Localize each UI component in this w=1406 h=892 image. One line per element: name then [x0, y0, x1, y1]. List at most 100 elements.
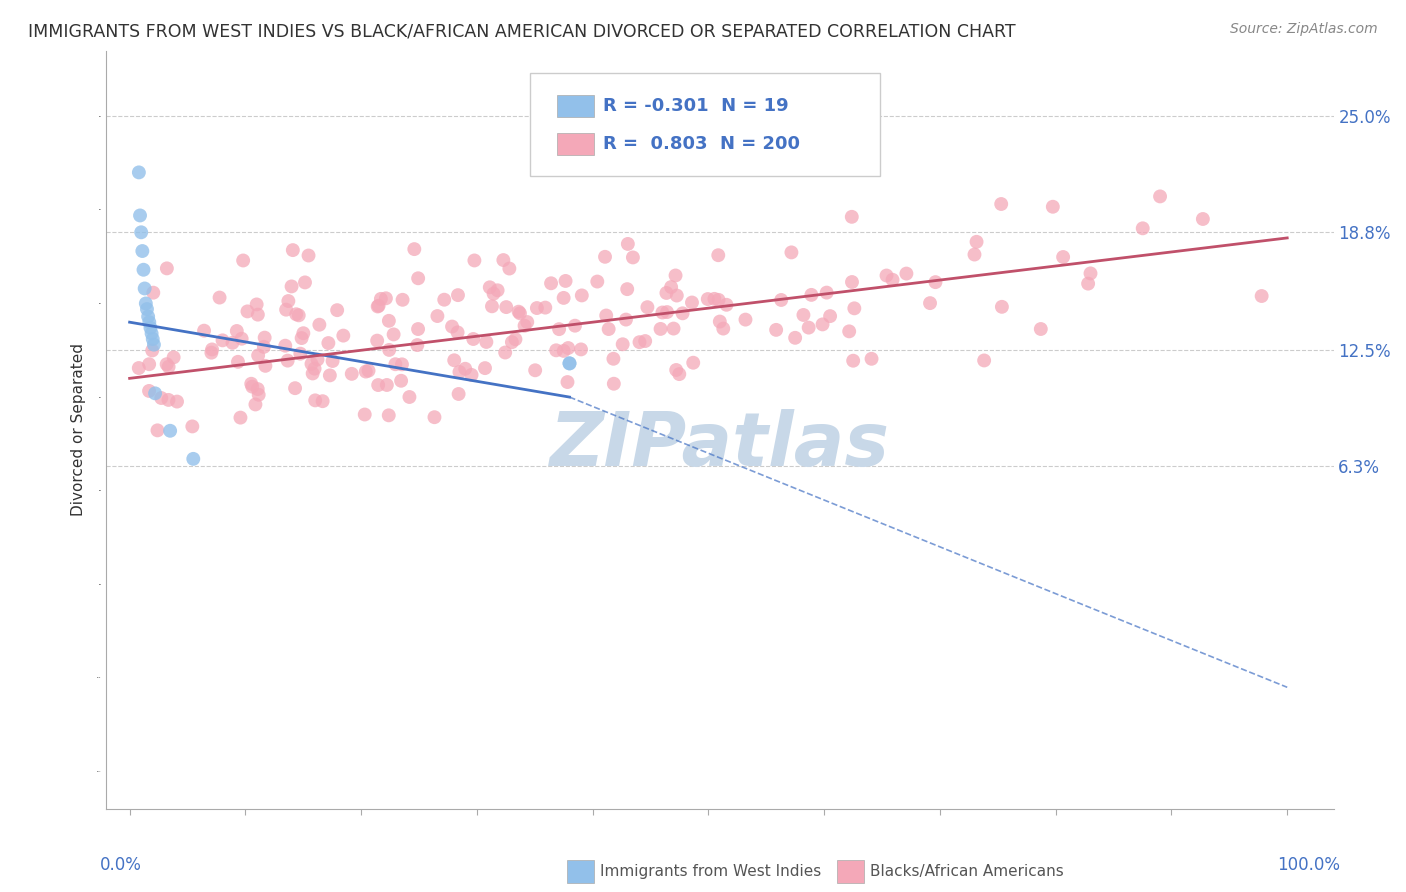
Point — [553, 291, 575, 305]
Point — [240, 379, 263, 393]
Point — [617, 236, 640, 251]
Point — [526, 301, 548, 315]
Point — [516, 315, 538, 329]
Text: ZIPatlas: ZIPatlas — [550, 409, 890, 482]
Point — [290, 347, 312, 361]
Point — [482, 286, 505, 301]
Point — [311, 394, 333, 409]
Point — [253, 340, 276, 354]
Point — [540, 277, 562, 291]
Point — [150, 391, 173, 405]
Point — [707, 293, 730, 307]
Point — [509, 306, 531, 320]
Point — [474, 361, 496, 376]
Point — [308, 318, 330, 332]
Point — [274, 339, 297, 353]
Point — [134, 281, 156, 295]
Point — [367, 378, 389, 392]
Point — [1052, 250, 1074, 264]
Point — [141, 343, 163, 358]
Point — [1149, 189, 1171, 203]
Point — [1192, 212, 1215, 227]
Point — [818, 309, 841, 323]
FancyBboxPatch shape — [530, 73, 880, 176]
Text: R = -0.301  N = 19: R = -0.301 N = 19 — [603, 97, 789, 115]
Point — [391, 293, 413, 307]
Point — [966, 235, 988, 249]
Text: 100.0%: 100.0% — [1277, 856, 1340, 874]
Point — [245, 397, 267, 411]
Point — [287, 309, 309, 323]
Point — [665, 288, 688, 302]
Point — [508, 304, 530, 318]
Point — [696, 292, 718, 306]
Point — [159, 424, 181, 438]
Point — [665, 363, 688, 377]
Point — [1080, 266, 1102, 280]
Point — [614, 312, 637, 326]
Point — [595, 309, 617, 323]
Point — [156, 261, 179, 276]
Point — [304, 361, 326, 376]
Point — [326, 303, 349, 318]
Point — [655, 305, 678, 319]
Point — [546, 343, 568, 358]
Point — [391, 357, 413, 371]
Point — [378, 343, 401, 357]
Point — [973, 353, 995, 368]
Point — [404, 242, 426, 256]
Point — [841, 210, 863, 224]
Point — [141, 326, 163, 341]
Point — [443, 353, 465, 368]
Point — [357, 363, 380, 377]
Point — [374, 291, 396, 305]
Point — [138, 384, 160, 398]
Point — [139, 320, 162, 334]
Point — [734, 312, 756, 326]
Point — [1042, 200, 1064, 214]
Point — [285, 307, 308, 321]
Point — [354, 365, 377, 379]
Point — [441, 319, 464, 334]
Point — [800, 288, 823, 302]
Point — [454, 361, 477, 376]
Point — [157, 392, 180, 407]
Point — [501, 335, 523, 350]
Point — [612, 337, 634, 351]
Point — [367, 300, 389, 314]
Point — [662, 321, 685, 335]
Point — [682, 356, 704, 370]
Point — [797, 320, 820, 334]
Point — [142, 285, 165, 300]
Point — [709, 314, 731, 328]
Point — [240, 376, 263, 391]
Point — [564, 318, 586, 333]
Point — [1250, 289, 1272, 303]
Point — [991, 300, 1014, 314]
FancyBboxPatch shape — [837, 860, 863, 882]
Point — [475, 334, 498, 349]
Point — [659, 280, 682, 294]
Point — [553, 343, 575, 358]
Point — [770, 293, 793, 307]
Point — [423, 410, 446, 425]
Point — [136, 310, 159, 324]
Point — [478, 280, 501, 294]
Point — [375, 378, 398, 392]
Point — [569, 343, 592, 357]
Point — [446, 326, 468, 340]
Point — [146, 423, 169, 437]
Point — [557, 375, 579, 389]
Point — [221, 335, 243, 350]
Point — [426, 309, 449, 323]
Point — [558, 356, 581, 370]
Point — [157, 359, 180, 374]
Text: Immigrants from West Indies: Immigrants from West Indies — [600, 863, 821, 879]
Point — [447, 387, 470, 401]
Point — [651, 305, 673, 319]
Point — [304, 393, 326, 408]
Point — [301, 367, 323, 381]
Point — [785, 331, 807, 345]
Point — [136, 301, 159, 316]
Point — [280, 279, 302, 293]
